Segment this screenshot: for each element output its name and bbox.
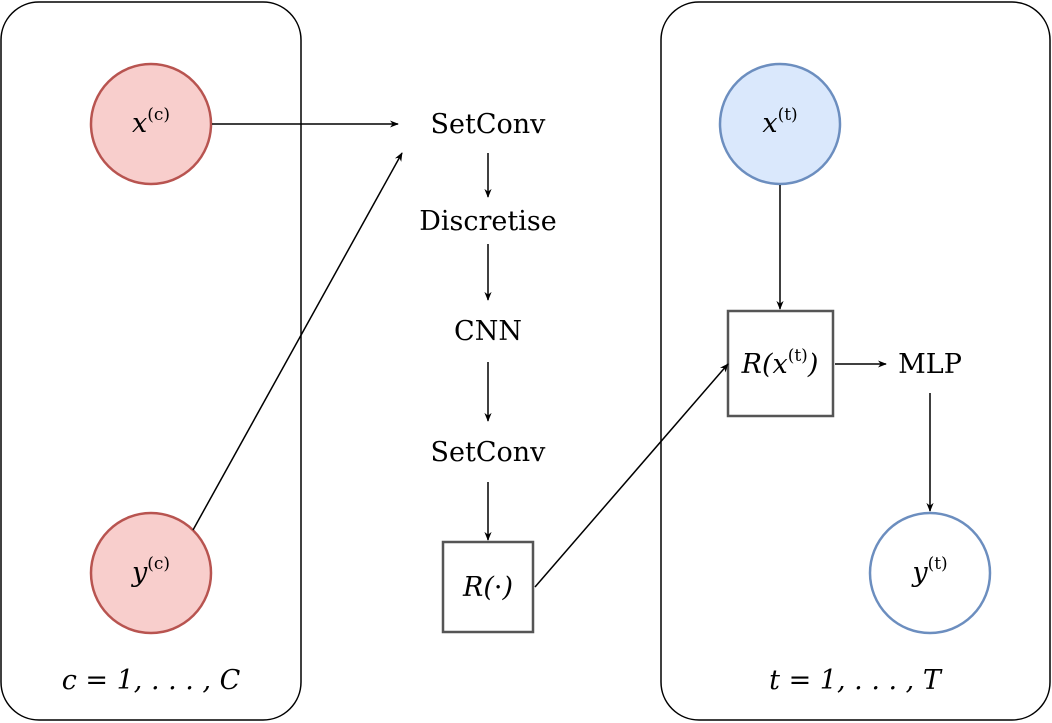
context-plate-label: c = 1, . . . , C (62, 665, 241, 696)
edge-rdot-rxt (534, 363, 729, 588)
x-target-label: x(t) (762, 105, 797, 139)
cnn-label: CNN (454, 316, 522, 347)
y-target-node (868, 511, 992, 635)
target-plate-label: t = 1, . . . , T (769, 665, 943, 696)
r-xt-box (726, 309, 835, 418)
r-dot-label: R(·) (462, 572, 513, 603)
x-target-node (718, 62, 842, 186)
mlp-label: MLP (898, 349, 962, 380)
y-target-label: y(t) (911, 554, 947, 588)
y-context-label: y(c) (131, 554, 170, 588)
y-context-node (89, 511, 213, 635)
setconv-top-label: SetConv (431, 109, 547, 140)
edge-yc-setconv (192, 152, 403, 531)
x-context-label: x(c) (132, 105, 170, 139)
edges (192, 120, 934, 588)
r-xt-label: R(x(t)) (741, 346, 819, 380)
x-context-node (89, 62, 213, 186)
context-plate (0, 1, 302, 721)
target-plate (660, 1, 1051, 721)
discretise-label: Discretise (419, 206, 556, 237)
setconv-bottom-label: SetConv (431, 437, 547, 468)
r-dot-box (441, 540, 535, 634)
